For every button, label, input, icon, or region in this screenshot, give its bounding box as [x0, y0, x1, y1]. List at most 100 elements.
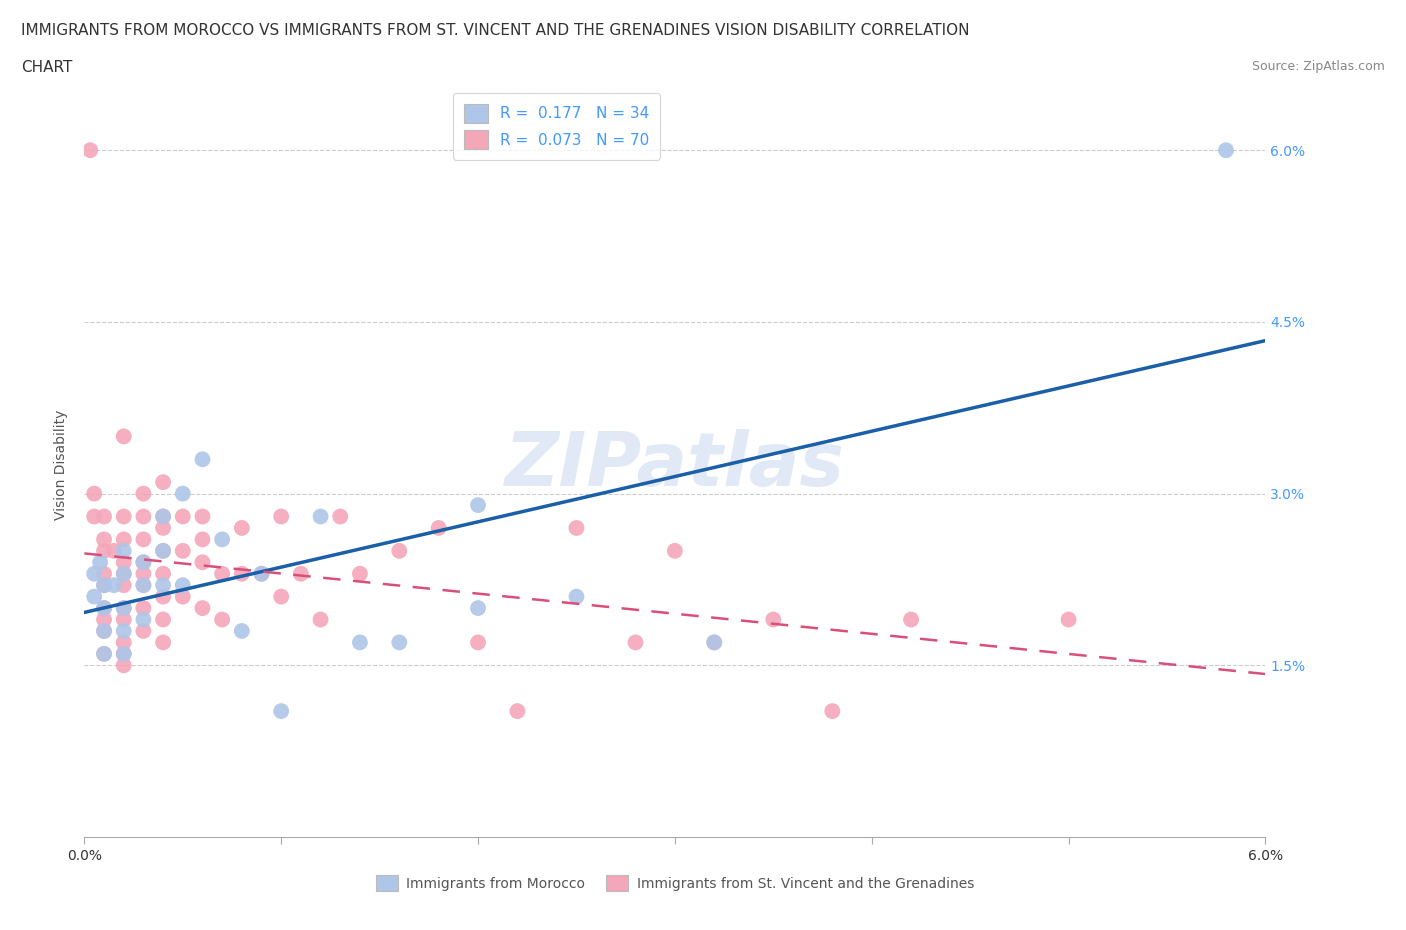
Point [231, 623, 253, 638]
Point [112, 601, 135, 616]
Point [152, 543, 174, 558]
Point [152, 474, 174, 489]
Point [112, 543, 135, 558]
Point [103, 543, 125, 558]
Point [152, 578, 174, 592]
Point [132, 555, 155, 570]
Point [172, 543, 194, 558]
Point [191, 452, 214, 467]
Point [250, 566, 273, 581]
Point [93, 566, 115, 581]
Point [900, 612, 922, 627]
Point [152, 509, 174, 524]
Point [152, 612, 174, 627]
Point [93, 601, 115, 616]
Point [152, 521, 174, 536]
Point [93, 623, 115, 638]
Point [132, 555, 155, 570]
Point [664, 543, 686, 558]
Point [624, 635, 647, 650]
Point [152, 543, 174, 558]
Point [112, 646, 135, 661]
Point [83, 566, 105, 581]
Point [270, 509, 292, 524]
Point [703, 635, 725, 650]
Point [250, 566, 273, 581]
Point [79, 143, 101, 158]
Point [112, 509, 135, 524]
Point [132, 509, 155, 524]
Point [103, 578, 125, 592]
Point [427, 521, 450, 536]
Point [506, 704, 529, 719]
Point [132, 601, 155, 616]
Point [821, 704, 844, 719]
Point [467, 601, 489, 616]
Point [172, 486, 194, 501]
Point [93, 646, 115, 661]
Point [132, 486, 155, 501]
Point [93, 612, 115, 627]
Point [172, 509, 194, 524]
Point [467, 635, 489, 650]
Point [132, 623, 155, 638]
Point [191, 555, 214, 570]
Point [112, 623, 135, 638]
Point [172, 578, 194, 592]
Point [89, 555, 111, 570]
Point [467, 498, 489, 512]
Point [565, 521, 588, 536]
Point [93, 601, 115, 616]
Point [309, 509, 332, 524]
Point [132, 566, 155, 581]
Point [388, 543, 411, 558]
Point [93, 578, 115, 592]
Point [112, 612, 135, 627]
Point [112, 566, 135, 581]
Point [83, 590, 105, 604]
Point [93, 623, 115, 638]
Point [152, 566, 174, 581]
Point [112, 635, 135, 650]
Point [290, 566, 312, 581]
Point [152, 509, 174, 524]
Point [231, 566, 253, 581]
Point [191, 509, 214, 524]
Point [309, 612, 332, 627]
Point [172, 590, 194, 604]
Point [112, 429, 135, 444]
Point [388, 635, 411, 650]
Point [565, 590, 588, 604]
Point [93, 509, 115, 524]
Point [349, 635, 371, 650]
Point [132, 578, 155, 592]
Point [112, 566, 135, 581]
Point [112, 555, 135, 570]
Text: ZIPatlas: ZIPatlas [505, 429, 845, 501]
Point [1215, 143, 1237, 158]
Point [93, 543, 115, 558]
Point [112, 578, 135, 592]
Text: IMMIGRANTS FROM MOROCCO VS IMMIGRANTS FROM ST. VINCENT AND THE GRENADINES VISION: IMMIGRANTS FROM MOROCCO VS IMMIGRANTS FR… [21, 23, 970, 38]
Point [270, 590, 292, 604]
Point [762, 612, 785, 627]
Point [152, 590, 174, 604]
Point [112, 601, 135, 616]
Text: Source: ZipAtlas.com: Source: ZipAtlas.com [1251, 60, 1385, 73]
Point [83, 486, 105, 501]
Point [191, 532, 214, 547]
Point [132, 578, 155, 592]
Point [270, 704, 292, 719]
Point [93, 578, 115, 592]
Point [112, 658, 135, 672]
Point [112, 532, 135, 547]
Point [83, 509, 105, 524]
Point [329, 509, 352, 524]
Point [231, 521, 253, 536]
Point [93, 646, 115, 661]
Point [211, 532, 233, 547]
Y-axis label: Vision Disability: Vision Disability [55, 410, 69, 520]
Point [132, 532, 155, 547]
Point [703, 635, 725, 650]
Point [211, 612, 233, 627]
